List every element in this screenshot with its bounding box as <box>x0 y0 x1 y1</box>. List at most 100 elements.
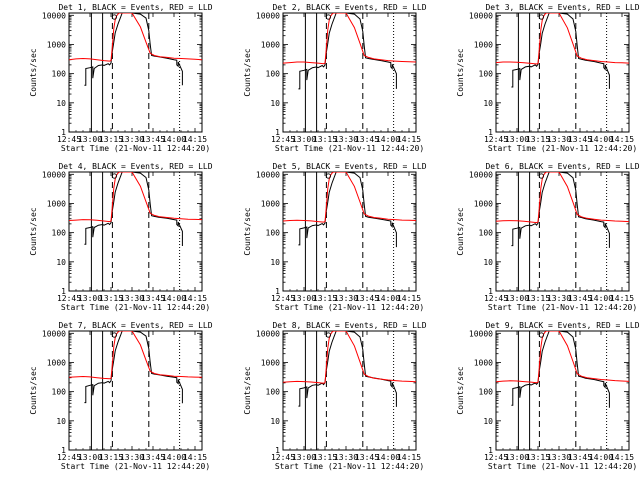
peak-marker <box>538 173 545 179</box>
series-lld <box>69 331 202 380</box>
x-tick-label: 13:00 <box>292 453 316 462</box>
y-tick-label: 1 <box>275 446 280 455</box>
x-tick-label: 13:15 <box>526 453 550 462</box>
y-tick-label: 1000 <box>47 358 66 367</box>
x-tick-label: 12:45 <box>271 294 295 303</box>
y-tick-label: 10000 <box>42 170 66 179</box>
y-tick-label: 100 <box>479 229 494 238</box>
peak-marker <box>538 332 545 338</box>
x-axis-label: Start Time (21-Nov-11 12:44:20) <box>275 144 424 153</box>
y-tick-label: 1 <box>275 287 280 296</box>
y-tick-label: 10000 <box>256 11 280 20</box>
series-events <box>298 331 397 407</box>
y-tick-label: 10000 <box>469 170 493 179</box>
series-events <box>511 172 610 248</box>
peak-marker <box>538 14 545 20</box>
y-axis-label: Counts/sec <box>243 207 252 255</box>
y-tick-label: 1000 <box>47 40 66 49</box>
panel-title: Det 1, BLACK = Events, RED = LLD <box>58 3 212 12</box>
x-tick-label: 13:45 <box>355 294 379 303</box>
x-tick-label: 13:15 <box>99 453 123 462</box>
x-tick-label: 14:15 <box>610 453 634 462</box>
x-tick-label: 14:15 <box>397 294 421 303</box>
y-tick-label: 100 <box>266 229 281 238</box>
panel-title: Det 6, BLACK = Events, RED = LLD <box>485 162 639 171</box>
x-tick-label: 14:00 <box>589 135 613 144</box>
y-tick-label: 10000 <box>256 170 280 179</box>
x-tick-label: 12:45 <box>271 135 295 144</box>
y-tick-label: 100 <box>479 70 494 79</box>
y-axis-label: Counts/sec <box>29 48 38 96</box>
x-tick-label: 13:00 <box>505 135 529 144</box>
panel-title: Det 8, BLACK = Events, RED = LLD <box>272 321 426 330</box>
y-axis-label: Counts/sec <box>243 48 252 96</box>
y-axis-label: Counts/sec <box>456 48 465 96</box>
y-tick-label: 1000 <box>474 40 493 49</box>
panel-det-2: Det 2, BLACK = Events, RED = LLD 1 10 100 10… <box>243 3 427 153</box>
x-tick-label: 14:00 <box>376 135 400 144</box>
y-tick-label: 10 <box>56 258 66 267</box>
x-tick-label: 14:00 <box>376 294 400 303</box>
x-tick-label: 13:00 <box>505 294 529 303</box>
panel-det-3: Det 3, BLACK = Events, RED = LLD 1 10 100 10… <box>456 3 640 153</box>
x-tick-label: 12:45 <box>484 294 508 303</box>
x-tick-label: 13:45 <box>141 294 165 303</box>
y-tick-label: 10000 <box>469 11 493 20</box>
x-tick-label: 13:30 <box>120 294 144 303</box>
x-tick-label: 13:45 <box>141 135 165 144</box>
y-tick-label: 10000 <box>256 329 280 338</box>
x-tick-label: 13:45 <box>568 453 592 462</box>
x-tick-label: 13:00 <box>292 135 316 144</box>
series-lld <box>283 13 416 65</box>
x-tick-label: 14:15 <box>610 294 634 303</box>
panel-title: Det 9, BLACK = Events, RED = LLD <box>485 321 639 330</box>
series-lld <box>283 172 416 223</box>
axis-frame <box>282 330 417 451</box>
y-tick-label: 100 <box>52 70 67 79</box>
x-tick-label: 14:00 <box>162 294 186 303</box>
y-tick-label: 10 <box>270 99 280 108</box>
x-tick-label: 12:45 <box>271 453 295 462</box>
x-tick-label: 13:15 <box>526 135 550 144</box>
series-lld <box>283 331 416 384</box>
x-tick-label: 13:45 <box>355 135 379 144</box>
y-axis-label: Counts/sec <box>456 207 465 255</box>
x-tick-label: 14:00 <box>162 453 186 462</box>
x-tick-label: 13:00 <box>292 294 316 303</box>
x-tick-label: 12:45 <box>57 294 81 303</box>
x-tick-label: 13:00 <box>78 135 102 144</box>
panel-title: Det 5, BLACK = Events, RED = LLD <box>272 162 426 171</box>
x-axis-label: Start Time (21-Nov-11 12:44:20) <box>488 144 637 153</box>
peak-marker <box>111 173 118 179</box>
y-tick-label: 10 <box>56 99 66 108</box>
x-tick-label: 14:00 <box>162 135 186 144</box>
x-tick-label: 12:45 <box>484 135 508 144</box>
y-tick-label: 1 <box>488 128 493 137</box>
x-tick-label: 13:00 <box>78 453 102 462</box>
x-tick-label: 13:30 <box>547 453 571 462</box>
y-tick-label: 100 <box>266 388 281 397</box>
panel-title: Det 2, BLACK = Events, RED = LLD <box>272 3 426 12</box>
y-tick-label: 1000 <box>261 199 280 208</box>
x-axis-label: Start Time (21-Nov-11 12:44:20) <box>488 303 637 312</box>
panel-title: Det 3, BLACK = Events, RED = LLD <box>485 3 639 12</box>
x-tick-label: 13:30 <box>120 135 144 144</box>
x-axis-label: Start Time (21-Nov-11 12:44:20) <box>488 462 637 471</box>
x-tick-label: 13:15 <box>313 453 337 462</box>
axis-frame <box>495 12 630 133</box>
x-tick-label: 14:15 <box>183 135 207 144</box>
panel-title: Det 4, BLACK = Events, RED = LLD <box>58 162 212 171</box>
x-tick-label: 13:30 <box>120 453 144 462</box>
series-events <box>84 172 183 246</box>
x-tick-label: 14:00 <box>589 294 613 303</box>
y-tick-label: 10 <box>483 417 493 426</box>
x-tick-label: 14:00 <box>589 453 613 462</box>
panel-det-9: Det 9, BLACK = Events, RED = LLD 1 10 100 10… <box>456 321 640 471</box>
peak-marker <box>111 14 118 20</box>
series-events <box>511 331 610 408</box>
x-tick-label: 13:45 <box>568 135 592 144</box>
y-tick-label: 1000 <box>474 358 493 367</box>
panel-det-1: Det 1, BLACK = Events, RED = LLD 1 10 100 10… <box>29 3 213 153</box>
y-tick-label: 10 <box>483 258 493 267</box>
